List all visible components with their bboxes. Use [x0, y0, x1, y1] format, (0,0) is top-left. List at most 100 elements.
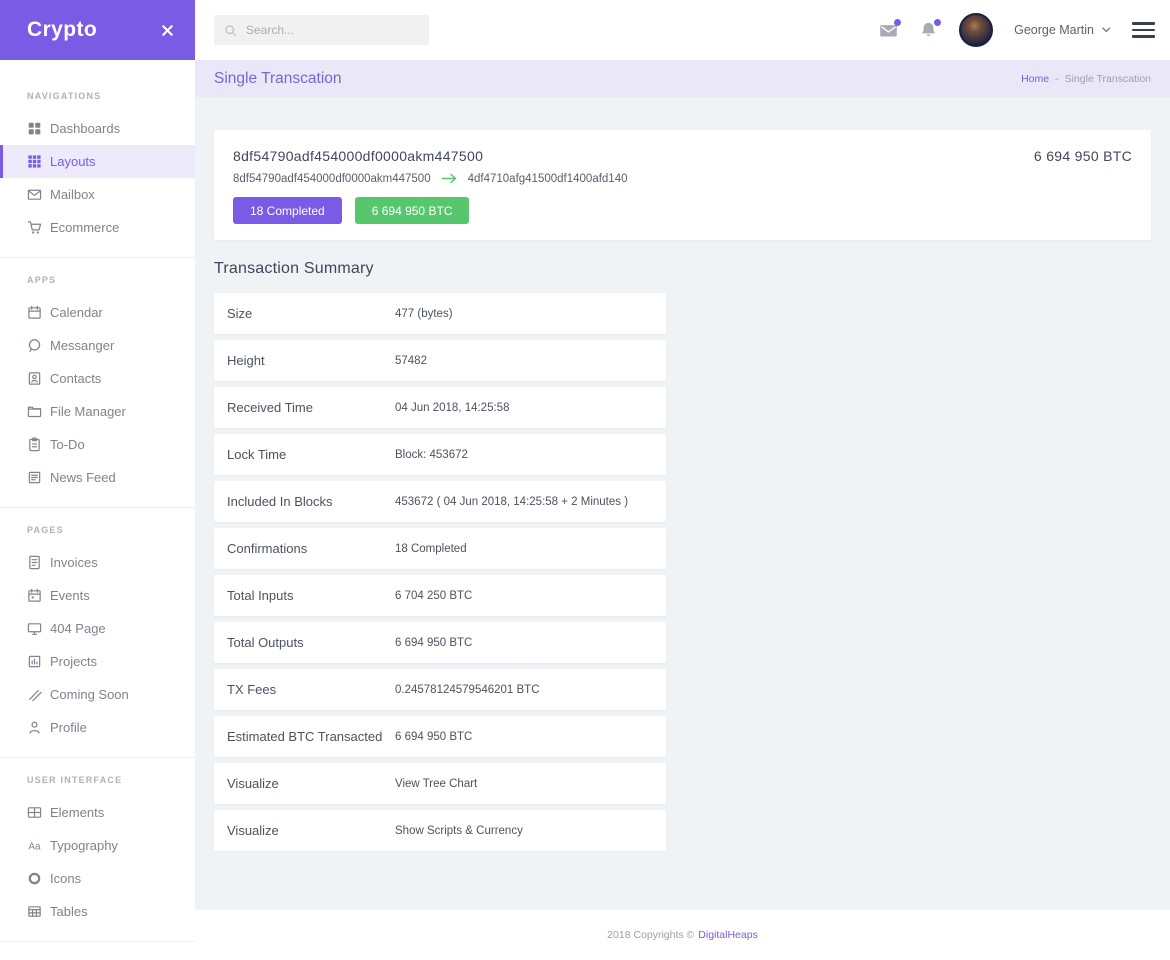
summary-row-label: Included In Blocks — [227, 494, 333, 509]
sidebar-item-label: Projects — [50, 654, 97, 669]
sidebar-item-label: Tables — [50, 904, 88, 919]
chevron-down-icon — [1102, 27, 1111, 33]
search-input[interactable] — [246, 23, 419, 37]
messages-button[interactable] — [879, 18, 902, 40]
elements-icon — [27, 805, 42, 820]
summary-row-label: Visualize — [227, 823, 279, 838]
summary-row-label: Received Time — [227, 400, 313, 415]
close-icon[interactable] — [160, 23, 175, 38]
summary-row: Total Outputs 6 694 950 BTC — [214, 622, 666, 663]
sidebar-item-invoices[interactable]: Invoices — [0, 546, 195, 579]
summary-row-value[interactable]: View Tree Chart — [395, 777, 478, 790]
sidebar-item-label: Dashboards — [50, 121, 121, 136]
menu-toggle-button[interactable] — [1132, 14, 1155, 45]
sidebar-item-layouts[interactable]: Layouts — [0, 145, 195, 178]
notifications-button[interactable] — [919, 18, 942, 40]
sidebar-item-contacts[interactable]: Contacts — [0, 362, 195, 395]
amount-badge-button[interactable]: 6 694 950 BTC — [354, 197, 470, 224]
sidebar-item-file-manager[interactable]: File Manager — [0, 395, 195, 428]
breadcrumb-home-link[interactable]: Home — [1021, 72, 1050, 85]
summary-row-value: 6 694 950 BTC — [395, 730, 473, 743]
layouts-icon — [27, 154, 42, 169]
summary-row: Total Inputs 6 704 250 BTC — [214, 575, 666, 616]
sidebar-section-label: NAVIGATIONS — [27, 91, 102, 101]
sidebar-item-typography[interactable]: Aa Typography — [0, 829, 195, 862]
projects-icon — [27, 654, 42, 669]
sidebar-item-elements[interactable]: Elements — [0, 796, 195, 829]
sidebar-item-tables[interactable]: Tables — [0, 895, 195, 928]
summary-row-value: 6 694 950 BTC — [395, 636, 473, 649]
confirmations-badge-button[interactable]: 18 Completed — [233, 197, 342, 224]
sidebar-item-events[interactable]: Events — [0, 579, 195, 612]
sidebar-item-dashboards[interactable]: Dashboards — [0, 112, 195, 145]
transaction-card: 8df54790adf454000df0000akm447500 6 694 9… — [214, 130, 1151, 240]
sidebar-divider — [0, 757, 195, 758]
sidebar-item-label: To-Do — [50, 437, 85, 452]
summary-row-label: Total Outputs — [227, 635, 304, 650]
arrow-right-icon — [441, 172, 458, 185]
summary-row-value: 0.24578124579546201 BTC — [395, 683, 540, 696]
sidebar-item-messanger[interactable]: Messanger — [0, 329, 195, 362]
summary-row-label: TX Fees — [227, 682, 277, 697]
sidebar-divider — [0, 941, 195, 942]
user-name: George Martin — [1014, 23, 1094, 37]
copyright-text: 2018 Copyrights © — [607, 929, 695, 941]
summary-row-value[interactable]: Show Scripts & Currency — [395, 824, 523, 837]
breadcrumb-current: Single Transcation — [1064, 72, 1151, 85]
sidebar-item-to-do[interactable]: To-Do — [0, 428, 195, 461]
search-box[interactable] — [214, 15, 429, 45]
to-hash: 4df4710afg41500df1400afd140 — [467, 172, 628, 185]
sidebar-item-news-feed[interactable]: News Feed — [0, 461, 195, 494]
icons-icon — [27, 871, 42, 886]
sidebar: NAVIGATIONS Dashboards Layouts Mailbox E… — [0, 60, 195, 960]
events-icon — [27, 588, 42, 603]
messanger-icon — [27, 338, 42, 353]
summary-row-value: 6 704 250 BTC — [395, 589, 473, 602]
sidebar-item-icons[interactable]: Icons — [0, 862, 195, 895]
summary-row-label: Confirmations — [227, 541, 308, 556]
sidebar-item-label: Layouts — [50, 154, 96, 169]
svg-text:Aa: Aa — [28, 841, 41, 852]
sidebar-item-mailbox[interactable]: Mailbox — [0, 178, 195, 211]
breadcrumb-separator: - — [1055, 72, 1059, 85]
summary-row: Visualize Show Scripts & Currency — [214, 810, 666, 851]
monitor-icon — [27, 621, 42, 636]
sidebar-item-label: Icons — [50, 871, 82, 886]
sidebar-item-projects[interactable]: Projects — [0, 645, 195, 678]
sidebar-section: APPS Calendar Messanger Contacts File Ma… — [0, 275, 195, 525]
sidebar-section: USER INTERFACE Elements Aa Typography Ic… — [0, 775, 195, 959]
sidebar-item-404-page[interactable]: 404 Page — [0, 612, 195, 645]
sidebar-section-label: PAGES — [27, 525, 64, 535]
digitalheaps-link[interactable]: DigitalHeaps — [698, 929, 758, 941]
user-menu[interactable]: George Martin — [1014, 23, 1111, 37]
summary-row: Included In Blocks 453672 ( 04 Jun 2018,… — [214, 481, 666, 522]
summary-rows: Size 477 (bytes) Height 57482 Received T… — [214, 293, 666, 851]
coming-soon-icon — [27, 687, 42, 702]
sidebar-item-label: Messanger — [50, 338, 115, 353]
summary-row-value: 04 Jun 2018, 14:25:58 — [395, 401, 510, 414]
sidebar-item-label: File Manager — [50, 404, 126, 419]
page-title: Single Transcation — [214, 69, 342, 87]
summary-row: Height 57482 — [214, 340, 666, 381]
top-bar: George Martin — [195, 0, 1170, 60]
search-icon — [224, 24, 237, 37]
sidebar-item-label: 404 Page — [50, 621, 106, 636]
sidebar-item-ecommerce[interactable]: Ecommerce — [0, 211, 195, 244]
sidebar-divider — [0, 257, 195, 258]
sidebar-item-label: Profile — [50, 720, 87, 735]
notification-badge — [934, 18, 942, 26]
sidebar-item-coming-soon[interactable]: Coming Soon — [0, 678, 195, 711]
sidebar-item-profile[interactable]: Profile — [0, 711, 195, 744]
tables-icon — [27, 904, 42, 919]
sidebar-item-calendar[interactable]: Calendar — [0, 296, 195, 329]
sidebar-item-label: Ecommerce — [50, 220, 120, 235]
avatar[interactable] — [959, 13, 994, 47]
summary-row-label: Total Inputs — [227, 588, 294, 603]
main-area: Single Transcation Home - Single Transca… — [195, 60, 1170, 960]
sidebar-item-label: News Feed — [50, 470, 116, 485]
sidebar-item-label: Coming Soon — [50, 687, 129, 702]
sidebar-item-label: Contacts — [50, 371, 102, 386]
message-envelope-icon — [879, 21, 898, 40]
summary-row-value: 57482 — [395, 354, 427, 367]
